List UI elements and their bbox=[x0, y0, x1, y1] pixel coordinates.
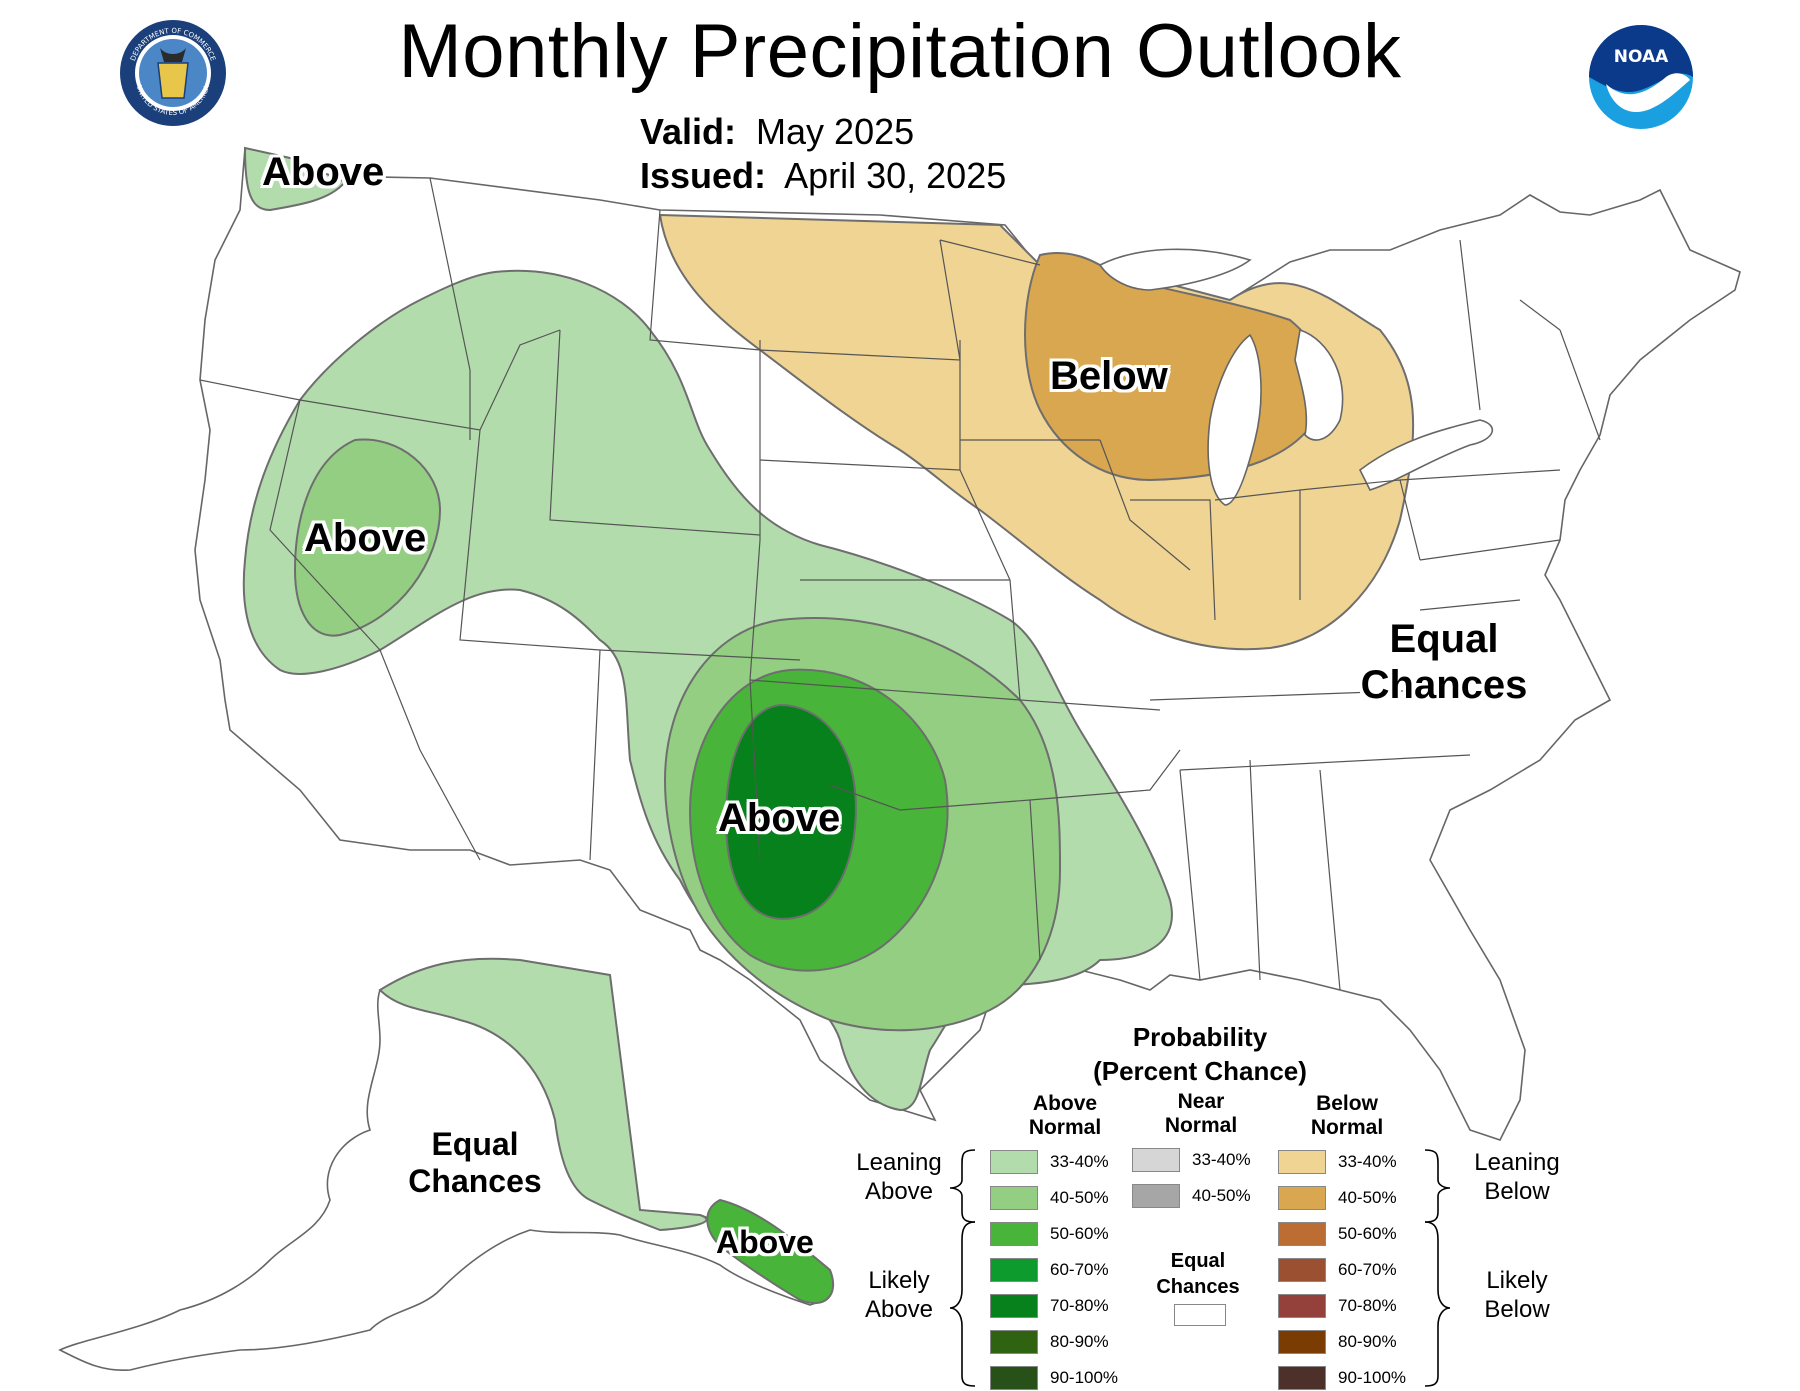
legend-leaning-below-1: Leaning bbox=[1474, 1149, 1560, 1176]
legend-label-above-4: 70-80% bbox=[1050, 1296, 1109, 1315]
legend-swatch-above-6 bbox=[990, 1366, 1038, 1390]
label-alaska-equal-line2: Chances bbox=[408, 1163, 542, 1199]
legend-swatch-below-1 bbox=[1278, 1186, 1326, 1210]
legend-title-line1: Probability bbox=[1132, 1022, 1268, 1052]
legend-head-near-2: Normal bbox=[1164, 1114, 1238, 1137]
legend-likely-above: Likely Above bbox=[844, 1266, 954, 1324]
lake-michigan bbox=[1207, 333, 1262, 506]
region-alaska-above-50-60 bbox=[706, 1198, 835, 1305]
valid-value: May 2025 bbox=[756, 111, 915, 152]
region-above-40-50-nv bbox=[293, 438, 442, 637]
legend-head-below-2: Normal bbox=[1310, 1116, 1384, 1139]
issued-label: Issued: bbox=[640, 155, 767, 196]
legend-swatch-near-1 bbox=[1132, 1184, 1180, 1208]
legend-swatch-below-3 bbox=[1278, 1258, 1326, 1282]
legend-swatch-below-4 bbox=[1278, 1294, 1326, 1318]
legend-head-above: Above Normal bbox=[1010, 1092, 1120, 1140]
legend-equal-chances-label: Equal Chances bbox=[1148, 1248, 1248, 1300]
region-above-wa bbox=[243, 146, 347, 212]
legend-label-near-0: 33-40% bbox=[1192, 1150, 1251, 1169]
label-plains-above: Above bbox=[718, 796, 841, 840]
legend-head-above-2: Normal bbox=[1028, 1116, 1102, 1139]
lake-superior bbox=[1098, 248, 1252, 291]
legend-label-above-0: 33-40% bbox=[1050, 1152, 1109, 1171]
legend-swatch-below-2 bbox=[1278, 1222, 1326, 1246]
issued-value: April 30, 2025 bbox=[784, 155, 1007, 196]
legend-label-above-2: 50-60% bbox=[1050, 1224, 1109, 1243]
department-of-commerce-seal: DEPARTMENT OF COMMERCE UNITED STATES OF … bbox=[120, 20, 226, 126]
legend-likely-above-1: Likely bbox=[868, 1267, 930, 1294]
legend-label-below-6: 90-100% bbox=[1338, 1368, 1407, 1387]
legend-label-above-1: 40-50% bbox=[1050, 1188, 1109, 1207]
label-alaska-equal-line1: Equal bbox=[431, 1126, 519, 1162]
legend-swatch-below-5 bbox=[1278, 1330, 1326, 1354]
legend-swatch-above-1 bbox=[990, 1186, 1038, 1210]
legend-label-near-1: 40-50% bbox=[1192, 1186, 1251, 1205]
legend-swatch-above-4 bbox=[990, 1294, 1038, 1318]
legend-swatch-equal-chances bbox=[1174, 1304, 1226, 1326]
legend-label-below-1: 40-50% bbox=[1338, 1188, 1397, 1207]
legend-leaning-below-2: Below bbox=[1484, 1178, 1550, 1205]
legend-likely-below-2: Below bbox=[1484, 1296, 1550, 1323]
legend-label-above-3: 60-70% bbox=[1050, 1260, 1109, 1279]
legend-swatch-above-0 bbox=[990, 1150, 1038, 1174]
valid-issued-block: Valid: May 2025 Issued: April 30, 2025 bbox=[640, 110, 1006, 198]
legend-title: Probability (Percent Chance) bbox=[1080, 1020, 1320, 1088]
legend-likely-below-1: Likely bbox=[1486, 1267, 1548, 1294]
label-alaska-equal-chances: Equal Chances bbox=[380, 1126, 570, 1200]
noaa-logo: NOAA bbox=[1589, 25, 1693, 129]
legend-head-near-1: Near bbox=[1177, 1090, 1225, 1113]
legend-equal-1: Equal bbox=[1170, 1250, 1226, 1272]
legend-label-below-5: 80-90% bbox=[1338, 1332, 1397, 1351]
legend-leaning-above: Leaning Above bbox=[844, 1148, 954, 1206]
region-above-60-70 bbox=[725, 703, 857, 920]
label-wa-above: Above bbox=[262, 150, 385, 194]
legend-swatch-near-0 bbox=[1132, 1148, 1180, 1172]
legend-swatch-above-3 bbox=[990, 1258, 1038, 1282]
legend-head-above-1: Above bbox=[1032, 1092, 1098, 1115]
legend-title-line2: (Percent Chance) bbox=[1093, 1056, 1307, 1086]
label-east-equal-line1: Equal bbox=[1389, 617, 1499, 661]
legend-head-below-1: Below bbox=[1316, 1092, 1378, 1115]
legend-label-below-0: 33-40% bbox=[1338, 1152, 1397, 1171]
legend-leaning-above-1: Leaning bbox=[856, 1149, 942, 1176]
legend-likely-above-2: Above bbox=[864, 1296, 934, 1323]
valid-label: Valid: bbox=[640, 111, 737, 152]
label-east-equal-line2: Chances bbox=[1360, 663, 1528, 707]
label-east-equal-chances: Equal Chances bbox=[1344, 616, 1544, 708]
label-midwest-below: Below bbox=[1050, 354, 1168, 398]
legend-swatch-above-5 bbox=[990, 1330, 1038, 1354]
label-nv-above: Above bbox=[304, 516, 427, 560]
legend-label-below-2: 50-60% bbox=[1338, 1224, 1397, 1243]
legend-leaning-below: Leaning Below bbox=[1462, 1148, 1572, 1206]
legend-likely-below: Likely Below bbox=[1462, 1266, 1572, 1324]
legend-head-below: Below Normal bbox=[1292, 1092, 1402, 1140]
lake-huron bbox=[1294, 328, 1344, 441]
legend-equal-2: Chances bbox=[1156, 1276, 1240, 1298]
state-lines bbox=[199, 177, 1601, 991]
svg-text:NOAA: NOAA bbox=[1614, 47, 1669, 67]
legend-swatch-below-6 bbox=[1278, 1366, 1326, 1390]
legend-label-below-4: 70-80% bbox=[1338, 1296, 1397, 1315]
legend-leaning-above-2: Above bbox=[864, 1178, 934, 1205]
region-alaska-above-33-40 bbox=[378, 957, 708, 1232]
legend-head-near: Near Normal bbox=[1146, 1090, 1256, 1138]
legend-label-above-6: 90-100% bbox=[1050, 1368, 1119, 1387]
label-alaska-above: Above bbox=[716, 1224, 814, 1260]
lake-erie-ontario bbox=[1358, 419, 1494, 491]
legend-swatch-above-2 bbox=[990, 1222, 1038, 1246]
legend-label-above-5: 80-90% bbox=[1050, 1332, 1109, 1351]
legend-swatch-below-0 bbox=[1278, 1150, 1326, 1174]
page-title: Monthly Precipitation Outlook bbox=[398, 9, 1402, 94]
legend-label-below-3: 60-70% bbox=[1338, 1260, 1397, 1279]
